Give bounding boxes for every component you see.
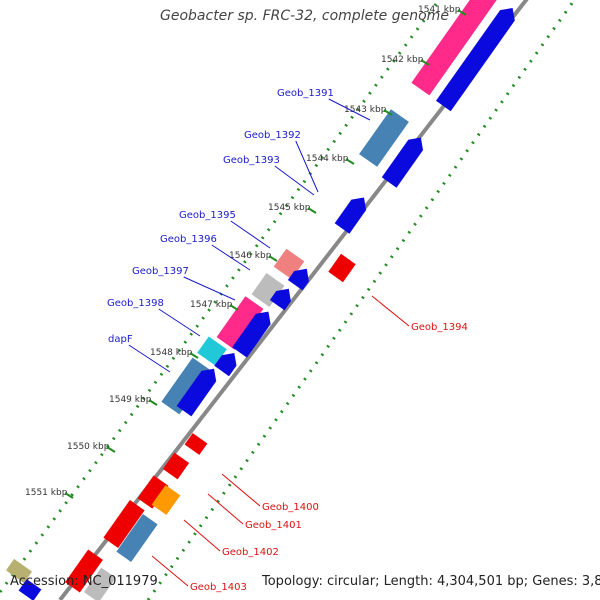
tick-mark — [148, 399, 158, 406]
gene-label-geob-1403: Geob_1403 — [190, 582, 247, 593]
leader-line — [183, 276, 236, 301]
gene-label-geob-1397: Geob_1397 — [132, 266, 189, 277]
leader-line — [371, 295, 410, 327]
leader-line — [295, 140, 319, 193]
cds-geob-1397 — [216, 296, 264, 350]
cds-inner-3 — [334, 197, 367, 234]
tick-mark — [345, 158, 355, 165]
tick-mark — [383, 109, 393, 116]
feature-track — [6, 0, 515, 600]
cds-geob-1398 — [197, 336, 227, 366]
leader-line — [207, 493, 244, 525]
cds-inner-6 — [232, 311, 271, 358]
gc-skew-track — [0, 0, 577, 600]
cds-geob-1403 — [65, 549, 103, 593]
tick-mark — [268, 255, 278, 262]
tick-label: 1547 kbp — [190, 300, 233, 310]
tick-mark — [189, 352, 199, 359]
cds-geob-1390 — [411, 0, 497, 96]
gene-label-geob-1396: Geob_1396 — [160, 234, 217, 245]
tick-mark — [307, 207, 317, 214]
leader-line — [274, 165, 315, 196]
cds-geob-1401 — [137, 475, 169, 509]
gene-label-geob-1400: Geob_1400 — [262, 502, 319, 513]
leader-line — [211, 244, 251, 271]
cds-inner-7 — [214, 353, 237, 377]
cds-geob-1396 — [251, 273, 285, 307]
cds-geob-1400 — [162, 452, 190, 480]
tick-label: 1546 kbp — [229, 251, 272, 261]
tick-label: 1548 kbp — [150, 348, 193, 358]
cds-inner-2 — [381, 137, 423, 188]
tick-mark — [420, 59, 430, 66]
tick-label: 1551 kbp — [25, 488, 68, 498]
gc-line-inner — [146, 0, 577, 600]
cds-bottom-grey — [84, 567, 116, 600]
cds-geob-1394 — [328, 253, 356, 283]
cds-dapf — [161, 357, 211, 415]
tick-label: 1543 kbp — [344, 105, 387, 115]
leader-line — [221, 473, 261, 507]
gene-label-geob-1393: Geob_1393 — [223, 155, 280, 166]
tick-label: 1541 kbp — [418, 5, 461, 15]
gene-labels: Geob_1391 Geob_1392 Geob_1393 Geob_1395 Geob… — [107, 88, 468, 593]
cds-bottom-blue — [18, 579, 42, 600]
tick-label: 1542 kbp — [381, 55, 424, 65]
gene-label-dapf: dapF — [108, 334, 133, 345]
gene-label-geob-1391: Geob_1391 — [277, 88, 334, 99]
gene-label-geob-1402: Geob_1402 — [222, 547, 279, 558]
leader-line — [183, 519, 221, 552]
tick-label: 1549 kbp — [109, 395, 152, 405]
tick-label: 1545 kbp — [268, 203, 311, 213]
genome-summary-text: Topology: circular; Length: 4,304,501 bp… — [262, 574, 600, 589]
gc-line-outer — [0, 0, 441, 593]
accession-text: Accession: NC_011979 — [10, 574, 158, 589]
leader-line — [328, 98, 371, 121]
cds-left-edge — [6, 558, 32, 584]
cds-inner-5 — [269, 288, 291, 311]
leader-line — [158, 308, 201, 337]
cds-inner-8 — [176, 368, 217, 417]
tick-label: 1544 kbp — [306, 154, 349, 164]
cds-geob-1402 — [103, 500, 145, 548]
tick-mark — [106, 446, 116, 453]
cds-inner-4 — [287, 268, 309, 291]
map-title: Geobacter sp. FRC-32, complete genome — [160, 8, 449, 24]
cds-geob-1403-steel — [116, 514, 158, 562]
cds-geob-1391 — [359, 109, 409, 167]
tick-label: 1550 kbp — [67, 442, 110, 452]
leader-line — [230, 220, 271, 249]
gene-label-geob-1395: Geob_1395 — [179, 210, 236, 221]
tick-mark — [457, 9, 467, 16]
gene-label-geob-1398: Geob_1398 — [107, 298, 164, 309]
cds-inner-1 — [436, 8, 515, 112]
tick-labels: 1541 kbp 1542 kbp 1543 kbp 1544 kbp 1545 kbp… — [25, 5, 467, 499]
gene-label-geob-1392: Geob_1392 — [244, 130, 301, 141]
cds-geob-1399 — [184, 433, 208, 455]
tick-mark — [229, 304, 239, 311]
gene-label-geob-1401: Geob_1401 — [245, 520, 302, 531]
leader-line — [128, 344, 171, 373]
cds-geob-1402-orange — [151, 485, 181, 515]
tick-mark — [64, 492, 74, 499]
leader-line — [151, 555, 189, 587]
gene-label-geob-1394: Geob_1394 — [411, 322, 468, 333]
